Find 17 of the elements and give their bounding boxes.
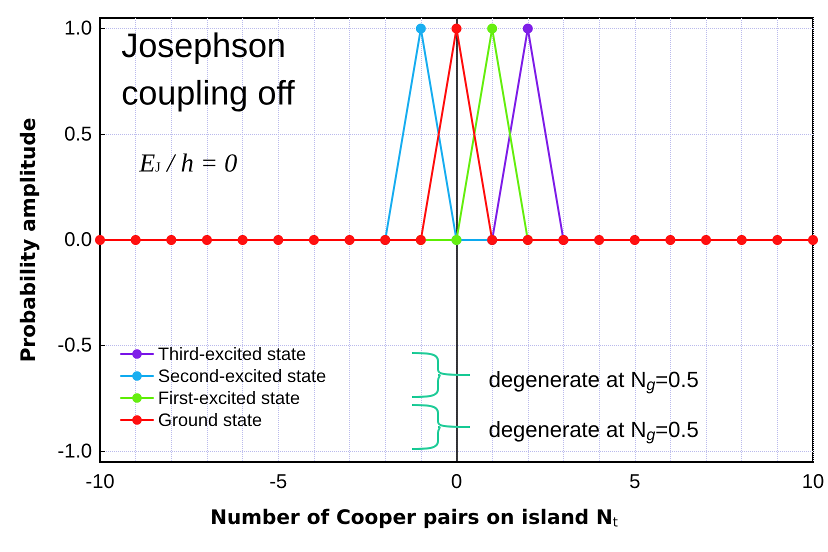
annotation: EJ / h = 0	[138, 148, 238, 178]
x-tick-label: 5	[629, 471, 640, 493]
legend-label: Second-excited state	[158, 366, 326, 386]
annotation: Josephson coupling off	[121, 26, 296, 112]
x-tick-label: 10	[802, 471, 824, 493]
legend-label: First-excited state	[158, 388, 300, 408]
y-tick-label: 1.0	[64, 18, 92, 40]
y-tick-label: 0.5	[64, 123, 92, 146]
legend-label: Third-excited state	[158, 344, 306, 364]
y-tick-label: -1.0	[58, 440, 92, 462]
y-tick-label: 0.0	[64, 229, 92, 251]
y-tick-label: -0.5	[58, 334, 92, 357]
x-tick-label: 0	[450, 471, 462, 493]
y-axis-title: Probability amplitude	[16, 118, 40, 362]
x-tick-label: -5	[269, 471, 288, 493]
legend-label: Ground state	[158, 410, 262, 430]
x-tick-label: -10	[86, 471, 114, 493]
